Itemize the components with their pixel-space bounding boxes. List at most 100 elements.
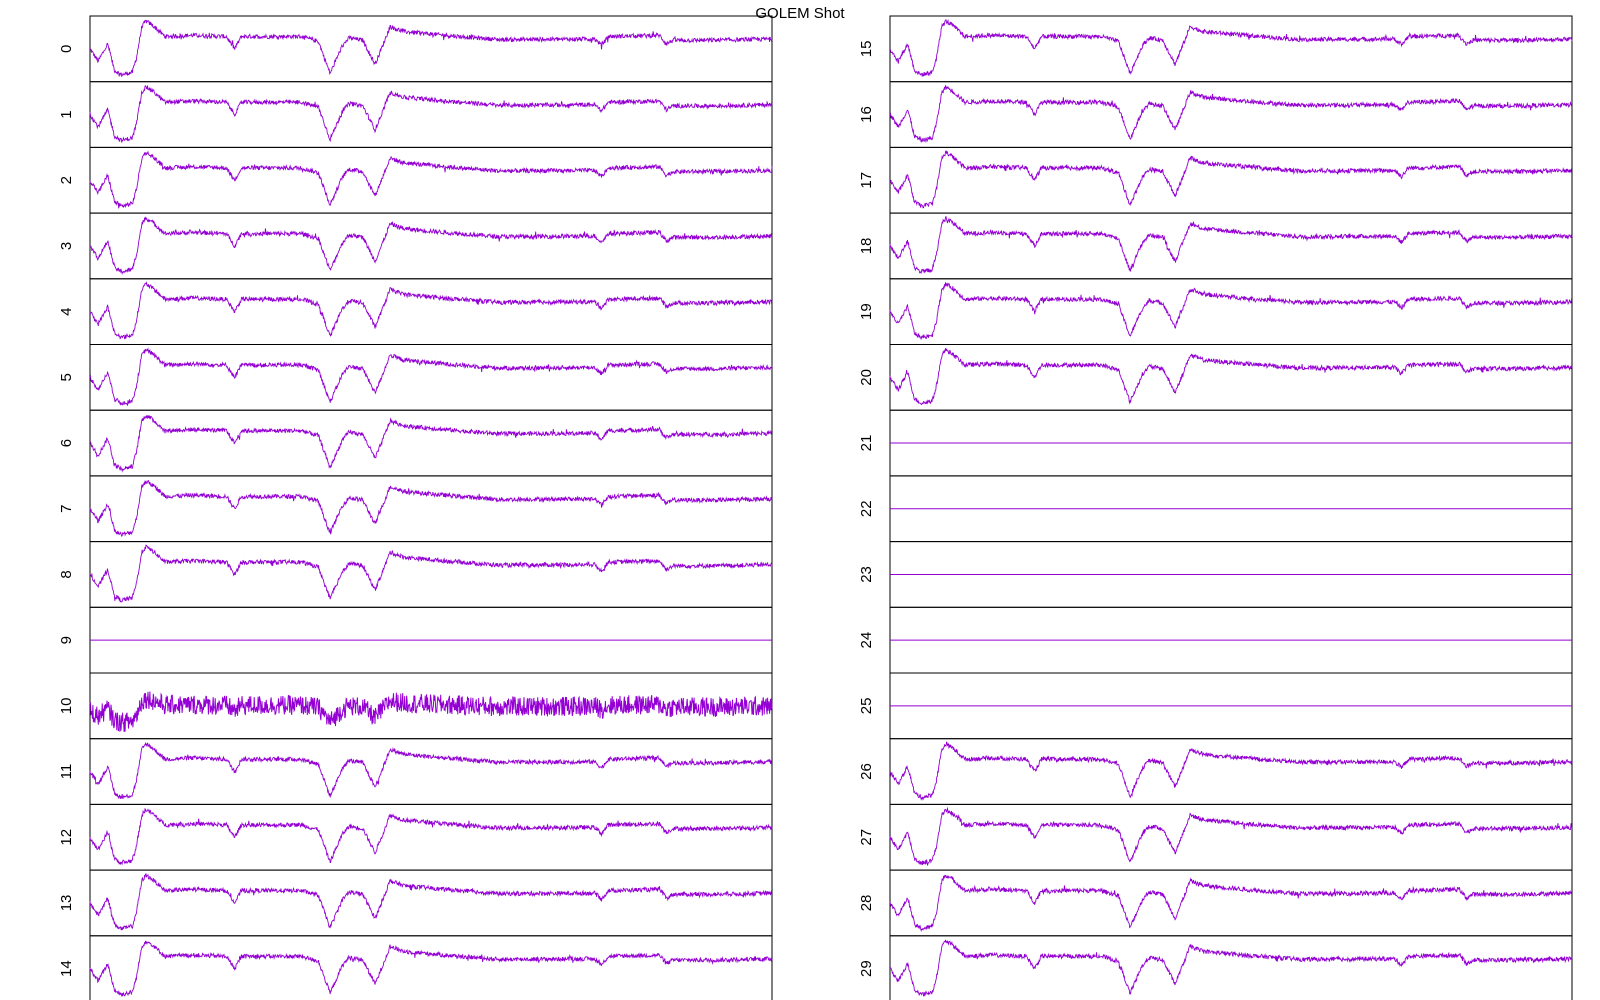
- panel-label: 1: [58, 110, 75, 118]
- series-line: [889, 215, 1573, 275]
- series-line: [889, 741, 1573, 801]
- panel-26: 26: [858, 738, 1573, 805]
- panel-frame: [89, 409, 773, 477]
- panel-frame: [889, 869, 1573, 937]
- series-line: [89, 347, 773, 406]
- series-line: [889, 874, 1573, 933]
- panel-12: 12: [58, 803, 773, 871]
- panel-frame: [889, 738, 1573, 805]
- series-line: [89, 544, 773, 603]
- panel-frame: [889, 15, 1573, 83]
- panel-frame: [89, 278, 773, 345]
- panel-5: 5: [58, 344, 773, 411]
- series-line: [889, 806, 1573, 866]
- panel-frame: [889, 803, 1573, 871]
- panel-frame: [89, 935, 773, 1000]
- panel-frame: [889, 344, 1573, 411]
- panel-label: 4: [58, 307, 75, 315]
- panel-label: 6: [58, 439, 75, 447]
- panel-label: 26: [858, 763, 875, 780]
- panels-group: 0123456789101112131415161718192021222324…: [58, 15, 1573, 1000]
- panel-0: 0: [58, 15, 773, 83]
- panel-label: 11: [58, 764, 75, 780]
- panel-3: 3: [58, 212, 773, 280]
- series-line: [89, 150, 773, 209]
- panel-frame: [89, 541, 773, 608]
- panel-13: 13: [58, 869, 773, 937]
- panel-label: 2: [58, 176, 75, 184]
- series-line: [89, 691, 773, 733]
- panel-27: 27: [858, 803, 1573, 871]
- panel-8: 8: [58, 541, 773, 608]
- panel-10: 10: [58, 672, 773, 740]
- panel-21: 21: [858, 409, 1573, 477]
- panel-20: 20: [858, 344, 1573, 411]
- panel-frame: [89, 738, 773, 805]
- panel-label: 15: [858, 41, 875, 58]
- series-line: [89, 85, 773, 143]
- series-line: [89, 415, 772, 473]
- panel-18: 18: [858, 212, 1573, 280]
- panel-label: 23: [858, 566, 875, 583]
- series-line: [89, 281, 773, 340]
- panel-17: 17: [858, 146, 1573, 214]
- panel-frame: [89, 146, 773, 214]
- series-line: [889, 149, 1573, 209]
- series-line: [89, 216, 773, 275]
- panel-4: 4: [58, 278, 773, 345]
- panel-label: 18: [858, 238, 875, 255]
- panel-2: 2: [58, 146, 773, 214]
- panel-label: 19: [858, 303, 875, 320]
- panel-label: 3: [58, 242, 75, 250]
- panel-label: 21: [858, 435, 875, 452]
- panel-label: 12: [58, 829, 75, 846]
- panel-frame: [889, 81, 1573, 148]
- series-line: [889, 18, 1573, 77]
- panel-7: 7: [58, 475, 773, 543]
- panel-label: 16: [858, 106, 875, 123]
- series-line: [889, 939, 1573, 997]
- panel-label: 17: [858, 172, 875, 189]
- panel-label: 27: [858, 829, 875, 846]
- panel-label: 14: [58, 960, 75, 977]
- series-line: [89, 19, 773, 78]
- panel-label: 29: [858, 960, 875, 977]
- panel-frame: [89, 15, 773, 83]
- panel-14: 14: [58, 935, 773, 1000]
- panel-29: 29: [858, 935, 1573, 1000]
- panel-frame: [89, 475, 773, 543]
- panel-label: 9: [58, 636, 75, 644]
- panel-label: 20: [858, 369, 875, 386]
- panel-28: 28: [858, 869, 1573, 937]
- panel-frame: [89, 869, 773, 937]
- panel-label: 7: [58, 505, 75, 513]
- panel-label: 13: [58, 895, 75, 912]
- panel-frame: [89, 803, 773, 871]
- panel-frame: [889, 212, 1573, 280]
- series-line: [89, 873, 773, 931]
- series-line: [89, 480, 773, 538]
- panel-label: 8: [58, 570, 75, 578]
- panel-6: 6: [58, 409, 773, 477]
- panel-16: 16: [858, 81, 1573, 148]
- series-line: [889, 282, 1573, 340]
- panel-24: 24: [858, 606, 1573, 674]
- panel-frame: [889, 935, 1573, 1000]
- panel-19: 19: [858, 278, 1573, 345]
- chart-title: GOLEM Shot: [755, 5, 845, 22]
- panel-label: 22: [858, 500, 875, 517]
- series-line: [89, 741, 773, 800]
- panel-frame: [89, 344, 773, 411]
- series-line: [889, 348, 1573, 406]
- panel-frame: [89, 81, 773, 148]
- panel-frame: [889, 278, 1573, 345]
- series-line: [89, 940, 773, 997]
- panel-11: 11: [58, 738, 773, 805]
- panel-25: 25: [858, 672, 1573, 740]
- series-line: [89, 808, 773, 866]
- panel-label: 25: [858, 698, 875, 715]
- panel-label: 24: [858, 632, 875, 649]
- panel-15: 15: [858, 15, 1573, 83]
- panel-frame: [89, 212, 773, 280]
- panel-9: 9: [58, 606, 773, 674]
